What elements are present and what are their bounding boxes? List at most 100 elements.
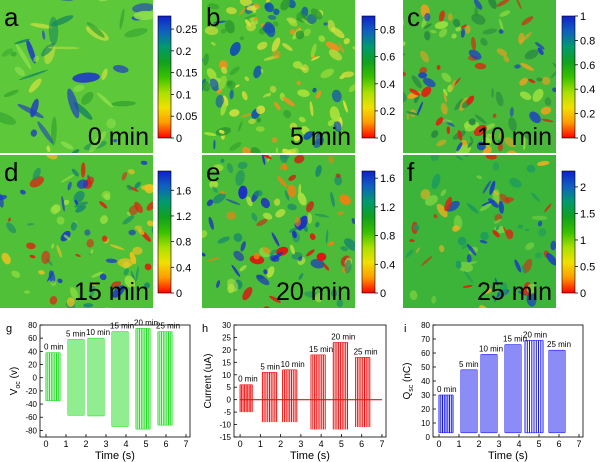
map-time-label: 15 min: [74, 278, 149, 306]
map-background: [403, 155, 556, 308]
texture-blob: [215, 94, 225, 108]
segment-label: 20 min: [134, 318, 158, 327]
colorbar-tick-label: 0: [580, 288, 586, 300]
texture-blob: [86, 239, 94, 248]
y-tick-label: 0: [33, 374, 38, 383]
texture-blob: [497, 139, 504, 144]
y-tick-label: 20: [421, 405, 430, 414]
texture-blob: [229, 66, 240, 76]
texture-blob: [119, 8, 125, 30]
texture-blob: [324, 312, 336, 322]
texture-blob: [309, 101, 314, 117]
texture-blob: [496, 48, 508, 57]
texture-blob: [51, 116, 57, 146]
texture-blob: [494, 277, 499, 287]
texture-blob: [495, 225, 500, 231]
texture-blob: [97, 92, 113, 108]
texture-blob: [320, 68, 334, 79]
map-image-f: [403, 155, 556, 308]
texture-blob: [467, 141, 473, 148]
texture-blob: [295, 30, 305, 40]
texture-blob: [309, 233, 316, 240]
texture-blob: [287, 184, 297, 198]
texture-blob: [468, 49, 482, 60]
segment-label: 25 min: [156, 322, 180, 331]
texture-blob: [325, 41, 341, 52]
texture-blob: [525, 242, 535, 251]
x-tick-label: 7: [183, 439, 188, 449]
texture-blob: [250, 146, 262, 153]
texture-blob: [209, 78, 220, 92]
texture-blob: [430, 29, 437, 34]
texture-blob: [273, 101, 281, 111]
texture-blob: [135, 266, 139, 282]
texture-blob: [420, 50, 430, 63]
texture-blob: [336, 299, 344, 308]
texture-blob: [473, 0, 483, 10]
texture-blob: [465, 25, 471, 34]
texture-blob: [298, 256, 303, 262]
segment-label: 10 min: [479, 344, 503, 353]
chart-letter: g: [6, 323, 12, 335]
y-tick-label: 60: [28, 334, 37, 343]
texture-blob: [315, 221, 320, 228]
texture-blob: [56, 216, 65, 225]
texture-blob: [3, 89, 19, 98]
texture-blob: [526, 292, 537, 307]
texture-blob: [74, 201, 89, 208]
texture-blob: [237, 121, 243, 132]
segment-label: 25 min: [354, 347, 378, 356]
texture-blob: [493, 190, 499, 196]
colorbar: [561, 15, 576, 139]
texture-blob: [84, 229, 91, 236]
texture-blob: [338, 42, 345, 54]
texture-blob: [56, 244, 63, 258]
texture-blob: [544, 97, 552, 106]
map-time-label: 5 min: [290, 123, 351, 151]
texture-blob: [294, 155, 305, 164]
texture-blob: [226, 211, 237, 220]
texture-blob: [479, 203, 492, 212]
texture-blob: [262, 93, 269, 98]
texture-blob: [258, 315, 265, 322]
texture-blob: [448, 13, 453, 22]
texture-blob: [457, 130, 463, 141]
x-tick-label: 2: [83, 439, 88, 449]
texture-blob: [101, 235, 108, 242]
texture-blob: [441, 72, 452, 83]
texture-blob: [233, 233, 243, 242]
texture-blob: [524, 49, 539, 60]
texture-blob: [444, 196, 453, 212]
colorbar-tick-label: 0: [580, 133, 586, 145]
texture-blob: [81, 91, 94, 105]
texture-blob: [99, 201, 108, 209]
texture-blob: [315, 164, 322, 178]
texture-blob: [272, 21, 279, 27]
texture-blob: [471, 13, 486, 25]
texture-blob: [218, 75, 227, 90]
texture-blob: [289, 29, 296, 35]
texture-blob: [436, 203, 448, 218]
texture-blob: [76, 179, 89, 189]
colorbar-tick-label: 0.6: [580, 60, 595, 72]
texture-blob: [315, 90, 322, 99]
y-tick-label: 0: [227, 396, 232, 405]
colorbar-tick-label: 0.4: [380, 259, 395, 271]
texture-blob: [137, 228, 145, 235]
texture-blob: [51, 243, 55, 249]
texture-blob: [460, 24, 467, 29]
texture-blob: [123, 268, 129, 276]
texture-blob: [15, 43, 32, 70]
texture-blob: [32, 167, 41, 181]
y-tick-label: -5: [224, 408, 232, 417]
texture-blob: [440, 189, 447, 197]
map-image-b: [202, 0, 355, 153]
texture-blob: [318, 35, 326, 42]
texture-blob: [246, 21, 257, 32]
texture-blob: [27, 223, 35, 226]
texture-blob: [498, 131, 502, 139]
texture-blob: [251, 5, 257, 14]
texture-blob: [313, 137, 325, 149]
texture-blob: [454, 98, 464, 111]
colorbar: [361, 15, 376, 139]
